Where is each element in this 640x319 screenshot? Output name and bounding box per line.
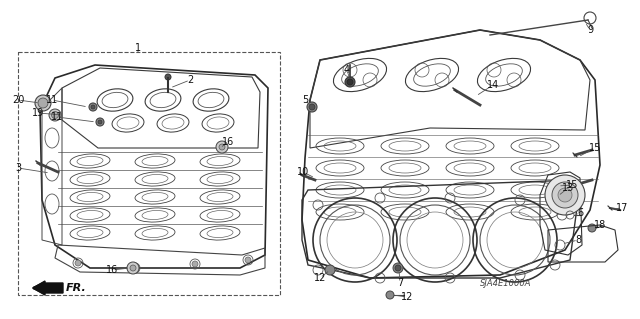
- Circle shape: [307, 102, 317, 112]
- Circle shape: [49, 109, 61, 121]
- Circle shape: [558, 188, 572, 202]
- Text: 10: 10: [297, 167, 309, 177]
- Circle shape: [38, 98, 48, 108]
- Text: 12: 12: [314, 273, 326, 283]
- Text: 2: 2: [187, 75, 193, 85]
- Circle shape: [386, 291, 394, 299]
- Circle shape: [91, 105, 95, 109]
- Text: 11: 11: [51, 112, 63, 122]
- Text: 1: 1: [135, 43, 141, 53]
- Circle shape: [192, 261, 198, 267]
- Text: 15: 15: [566, 180, 578, 190]
- Circle shape: [545, 175, 585, 215]
- Circle shape: [35, 95, 51, 111]
- Text: FR.: FR.: [66, 283, 87, 293]
- Circle shape: [393, 263, 403, 273]
- Text: 5: 5: [302, 95, 308, 105]
- Circle shape: [216, 141, 228, 153]
- Text: 17: 17: [616, 203, 628, 213]
- Circle shape: [219, 144, 225, 150]
- Text: 9: 9: [587, 25, 593, 35]
- Text: 19: 19: [32, 108, 44, 118]
- Text: 16: 16: [106, 265, 118, 275]
- Circle shape: [395, 265, 401, 271]
- Text: 7: 7: [397, 278, 403, 288]
- Circle shape: [127, 262, 139, 274]
- Text: SJA4E1000A: SJA4E1000A: [480, 279, 531, 288]
- Text: 13: 13: [562, 183, 574, 193]
- Circle shape: [89, 103, 97, 111]
- Text: 16: 16: [222, 137, 234, 147]
- Circle shape: [245, 257, 251, 263]
- Circle shape: [51, 112, 58, 118]
- Text: 18: 18: [594, 220, 606, 230]
- Circle shape: [347, 79, 353, 85]
- Text: 20: 20: [12, 95, 24, 105]
- Circle shape: [552, 182, 578, 208]
- Text: 3: 3: [15, 163, 21, 173]
- Circle shape: [345, 77, 355, 87]
- Circle shape: [588, 224, 596, 232]
- Text: 8: 8: [575, 235, 581, 245]
- Circle shape: [325, 265, 335, 275]
- Bar: [18, 52, 280, 295]
- Text: 6: 6: [577, 208, 583, 218]
- Circle shape: [96, 118, 104, 126]
- Text: 11: 11: [46, 95, 58, 105]
- Circle shape: [132, 265, 138, 271]
- Circle shape: [165, 74, 171, 80]
- Circle shape: [309, 104, 315, 110]
- Text: 12: 12: [401, 292, 413, 302]
- Text: 14: 14: [487, 80, 499, 90]
- Text: 15: 15: [589, 143, 601, 153]
- Circle shape: [75, 260, 81, 266]
- FancyArrow shape: [33, 281, 63, 295]
- Circle shape: [130, 265, 136, 271]
- Circle shape: [98, 120, 102, 124]
- Text: 4: 4: [344, 65, 350, 75]
